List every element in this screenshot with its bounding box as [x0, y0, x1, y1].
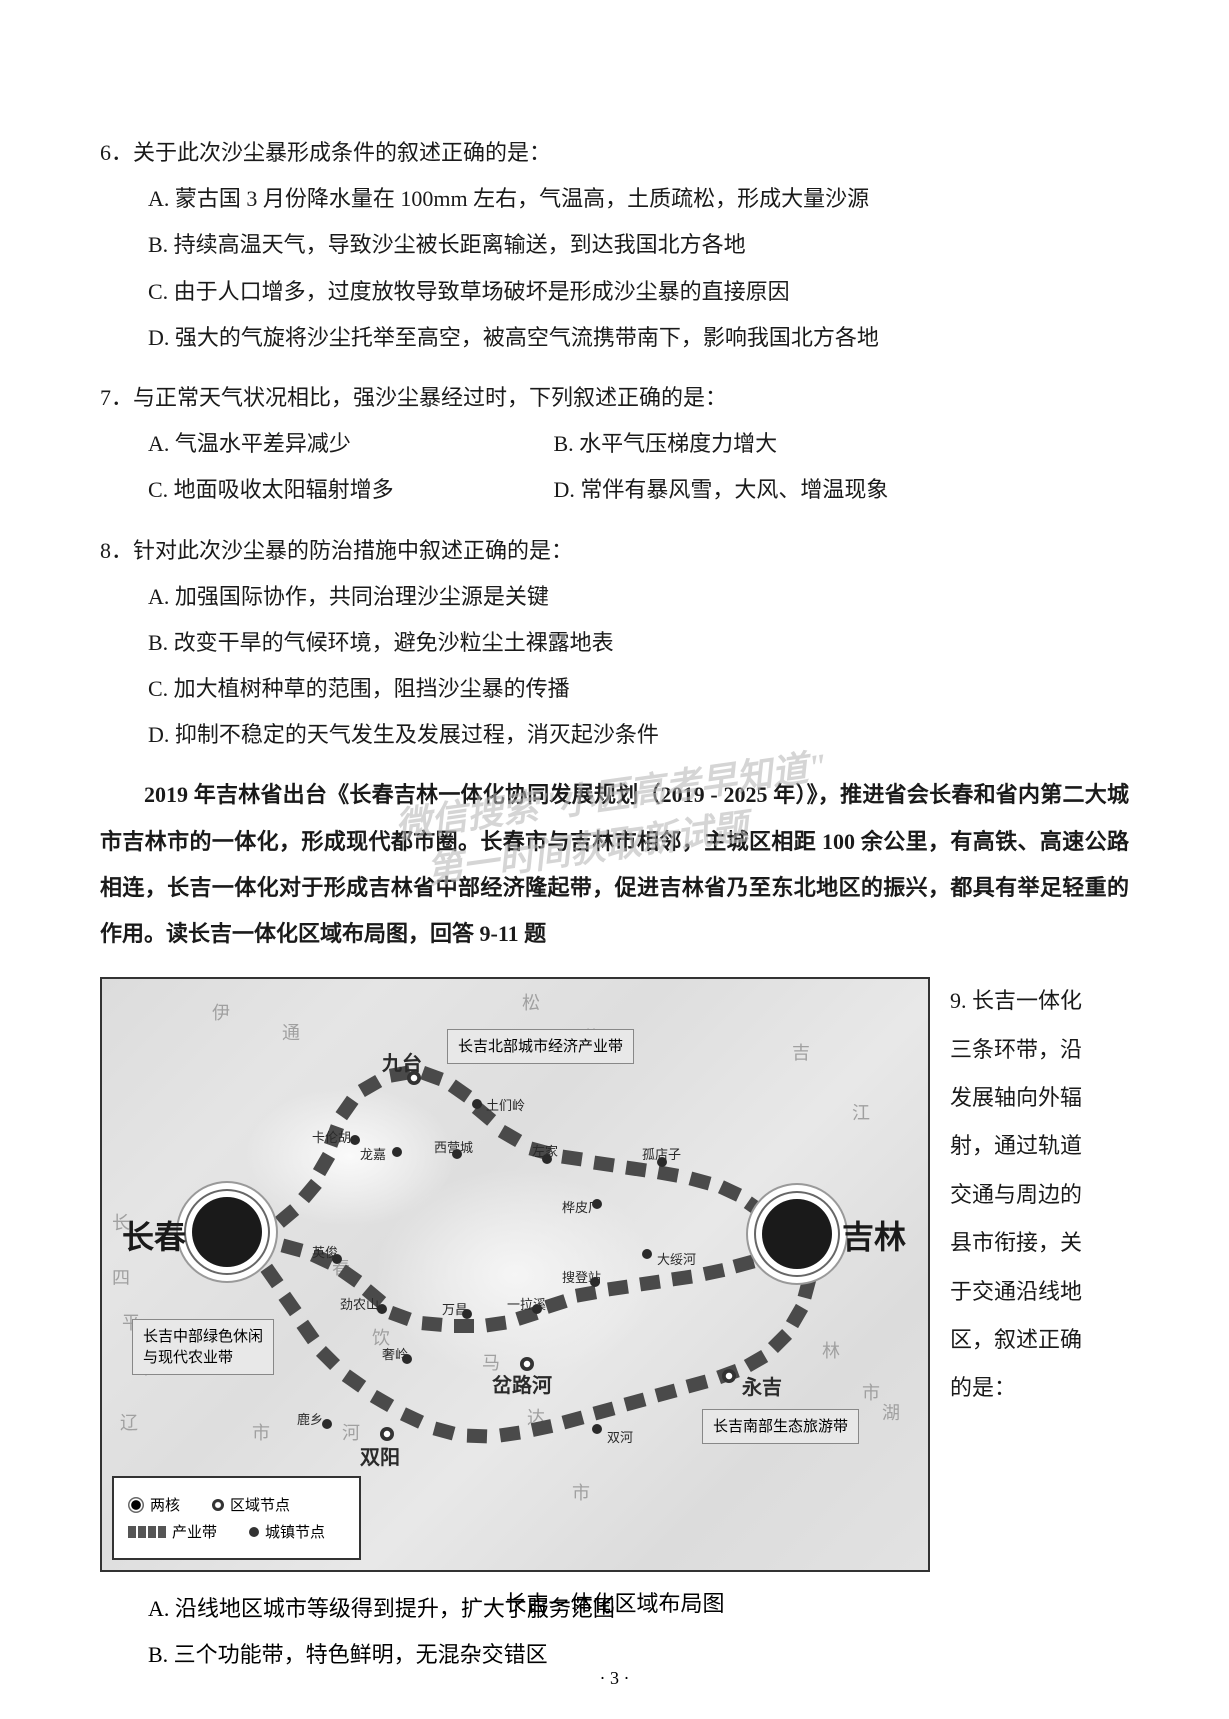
q8-opt-d: D. 抑制不稳定的天气发生及发展过程，消灭起沙条件 — [100, 712, 1129, 758]
zuojia-label: 左家 — [532, 1141, 558, 1160]
q9-side-text: 9. 长吉一体化三条环带，沿发展轴向外辐射，通过轨道交通与周边的县市衔接，关于交… — [950, 977, 1100, 1413]
wanchang-label: 万昌 — [442, 1299, 468, 1318]
shuangyang-label: 双阳 — [360, 1441, 400, 1470]
lg-belt-label: 产业带 — [172, 1521, 217, 1542]
q7-opt-a: A. 气温水平差异减少 — [148, 421, 488, 467]
core-jilin — [762, 1199, 832, 1269]
page-number: · 3 · — [0, 1668, 1229, 1689]
q6-stem-text: 关于此次沙尘暴形成条件的叙述正确的是： — [133, 140, 551, 165]
kalunhu-label: 卡伦胡 — [312, 1127, 351, 1146]
map-row: 伊 通 松 花 吉 江 林 市 春 长 四 平 市 饮 马 达 河 市 市 湖 … — [100, 977, 1129, 1572]
belt-seg — [467, 1429, 487, 1444]
q8-opt-a: A. 加强国际协作，共同治理沙尘源是关键 — [100, 574, 1129, 620]
faint-jiang: 江 — [852, 1099, 870, 1125]
passage-text: 2019 年吉林省出台《长春吉林一体化协同发展规划（2019 - 2025 年）… — [100, 772, 1129, 957]
q6-opt-b: B. 持续高温天气，导致沙尘被长距离输送，到达我国北方各地 — [100, 222, 1129, 268]
map-title: 长吉一体化区域布局图 — [100, 1586, 1129, 1618]
belt-seg — [454, 1319, 474, 1333]
q7-stem-text: 与正常天气状况相比，强沙尘暴经过时，下列叙述正确的是： — [133, 385, 727, 410]
south-belt-label: 长吉南部生态旅游带 — [702, 1409, 859, 1444]
q6-opt-c: C. 由于人口增多，过度放牧导致草场破坏是形成沙尘暴的直接原因 — [100, 269, 1129, 315]
faint-hu: 湖 — [882, 1399, 900, 1425]
q7-row2: C. 地面吸收太阳辐射增多 D. 常伴有暴风雪，大风、增温现象 — [100, 467, 1129, 513]
faint-shi3: 市 — [252, 1419, 270, 1445]
q6-opt-d: D. 强大的气旋将沙尘托举至高空，被高空气流携带南下，影响我国北方各地 — [100, 315, 1129, 361]
north-belt-label: 长吉北部城市经济产业带 — [447, 1029, 634, 1064]
q6-stem: 6．关于此次沙尘暴形成条件的叙述正确的是： — [100, 130, 1129, 176]
q8-num: 8． — [100, 538, 133, 563]
map-legend: 两核 区域节点 产业带 城镇节点 — [112, 1476, 361, 1560]
luxiang-label: 鹿乡 — [297, 1409, 323, 1428]
faint-ji: 吉 — [792, 1039, 810, 1065]
dasuihe-label: 大绥河 — [657, 1249, 696, 1268]
yilaxi-label: 一拉溪 — [507, 1294, 546, 1313]
faint-shi4: 市 — [572, 1479, 590, 1505]
faint-lin: 林 — [822, 1337, 840, 1363]
yingjun-label: 英俊 — [312, 1242, 338, 1261]
tumenling-label: 土们岭 — [486, 1095, 525, 1114]
faint-he: 河 — [342, 1419, 360, 1445]
faint-shi1: 市 — [862, 1379, 880, 1405]
shuanghe-label: 双河 — [607, 1427, 633, 1446]
question-6: 6．关于此次沙尘暴形成条件的叙述正确的是： A. 蒙古国 3 月份降水量在 10… — [100, 130, 1129, 361]
q7-opt-b: B. 水平气压梯度力增大 — [554, 421, 778, 467]
q6-opt-a: A. 蒙古国 3 月份降水量在 100mm 左右，气温高，土质疏松，形成大量沙源 — [100, 176, 1129, 222]
question-7: 7．与正常天气状况相比，强沙尘暴经过时，下列叙述正确的是： A. 气温水平差异减… — [100, 375, 1129, 514]
belt-seg — [593, 1156, 615, 1173]
question-8: 8．针对此次沙尘暴的防治措施中叙述正确的是： A. 加强国际协作，共同治理沙尘源… — [100, 528, 1129, 759]
jilin-label: 吉林 — [842, 1212, 906, 1258]
core-changchun — [192, 1197, 262, 1267]
jiutai-label: 九台 — [382, 1047, 422, 1076]
faint-yi: 伊 — [212, 999, 230, 1025]
sheling-label: 奢岭 — [382, 1344, 408, 1363]
q8-opt-b: B. 改变干旱的气候环境，避免沙粒尘土裸露地表 — [100, 620, 1129, 666]
belt-seg — [625, 1161, 647, 1178]
q8-stem-text: 针对此次沙尘暴的防治措施中叙述正确的是： — [133, 538, 573, 563]
faint-si: 四 — [112, 1264, 130, 1290]
longjia-label: 龙嘉 — [360, 1144, 386, 1163]
xiyingcheng-label: 西营城 — [434, 1137, 473, 1156]
lg-core-label: 两核 — [150, 1494, 180, 1515]
q7-opt-d: D. 常伴有暴风雪，大风、增温现象 — [554, 467, 889, 513]
jinnongshan-label: 劲农山 — [340, 1294, 379, 1313]
passage-wrapper: 2019 年吉林省出台《长春吉林一体化协同发展规划（2019 - 2025 年）… — [100, 772, 1129, 957]
yongji-label: 永吉 — [742, 1371, 782, 1400]
huapichang-label: 桦皮厂 — [562, 1197, 601, 1216]
middle-belt-label: 长吉中部绿色休闲 与现代农业带 — [132, 1319, 274, 1375]
q7-stem: 7．与正常天气状况相比，强沙尘暴经过时，下列叙述正确的是： — [100, 375, 1129, 421]
q7-opt-c: C. 地面吸收太阳辐射增多 — [148, 467, 488, 513]
map: 伊 通 松 花 吉 江 林 市 春 长 四 平 市 饮 马 达 河 市 市 湖 … — [100, 977, 930, 1572]
q6-num: 6． — [100, 140, 133, 165]
post-map-options: A. 沿线地区城市等级得到提升，扩大了服务范围 长吉一体化区域布局图 B. 三个… — [100, 1586, 1129, 1678]
soudengzhan-label: 搜登站 — [562, 1267, 601, 1286]
q8-stem: 8．针对此次沙尘暴的防治措施中叙述正确的是： — [100, 528, 1129, 574]
lg-town-label: 城镇节点 — [265, 1521, 325, 1542]
lg-region-label: 区域节点 — [230, 1494, 290, 1515]
faint-tong: 通 — [282, 1019, 300, 1045]
chaluke-label: 岔路河 — [492, 1369, 552, 1398]
changchun-label: 长春 — [122, 1212, 186, 1258]
q7-num: 7． — [100, 385, 133, 410]
gudianzi-label: 孤店子 — [642, 1144, 681, 1163]
faint-liao: 辽 — [120, 1409, 138, 1435]
q8-opt-c: C. 加大植树种草的范围，阻挡沙尘暴的传播 — [100, 666, 1129, 712]
belt-seg — [421, 1316, 442, 1332]
q7-row1: A. 气温水平差异减少 B. 水平气压梯度力增大 — [100, 421, 1129, 467]
faint-song: 松 — [522, 989, 540, 1015]
belt-seg — [561, 1150, 583, 1167]
